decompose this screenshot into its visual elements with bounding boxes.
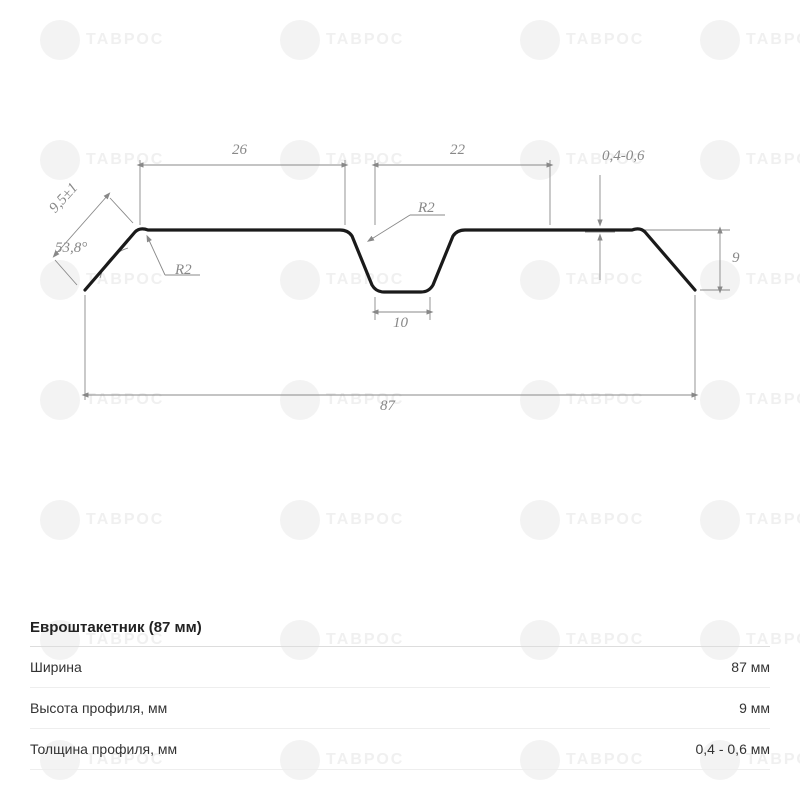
label-22: 22 [450, 142, 465, 159]
spec-value: 87 мм [731, 659, 770, 675]
spec-value: 0,4 - 0,6 мм [695, 741, 770, 757]
spec-row: Высота профиля, мм 9 мм [30, 688, 770, 729]
spec-label: Высота профиля, мм [30, 700, 167, 716]
profile-drawing: 26 22 0,4-0,6 9,5±1 53,8° R2 R2 10 87 9 [0, 0, 800, 460]
label-total: 87 [380, 398, 395, 415]
profile-path [85, 229, 695, 292]
spec-title: Евроштакетник (87 мм) [30, 609, 770, 647]
dim-22 [375, 160, 550, 225]
dim-r2-left [148, 238, 200, 275]
dim-26 [140, 160, 345, 225]
dim-thickness [585, 175, 615, 280]
label-26: 26 [232, 142, 247, 159]
watermark: ТАВРОС [280, 500, 404, 540]
dim-r2-center [370, 215, 445, 240]
spec-table: Евроштакетник (87 мм) Ширина 87 мм Высота … [30, 609, 770, 770]
label-thickness: 0,4-0,6 [602, 148, 645, 165]
spec-label: Толщина профиля, мм [30, 741, 177, 757]
label-r2-left: R2 [175, 262, 192, 279]
label-valley: 10 [393, 315, 408, 332]
label-angle: 53,8° [55, 240, 87, 257]
profile-svg [0, 0, 800, 460]
spec-row: Ширина 87 мм [30, 647, 770, 688]
spec-label: Ширина [30, 659, 82, 675]
label-height: 9 [732, 250, 740, 267]
dim-total [85, 295, 695, 400]
watermark: ТАВРОС [700, 500, 800, 540]
watermark: ТАВРОС [520, 500, 644, 540]
spec-value: 9 мм [739, 700, 770, 716]
watermark: ТАВРОС [40, 500, 164, 540]
spec-row: Толщина профиля, мм 0,4 - 0,6 мм [30, 729, 770, 770]
label-r2-center: R2 [418, 200, 435, 217]
